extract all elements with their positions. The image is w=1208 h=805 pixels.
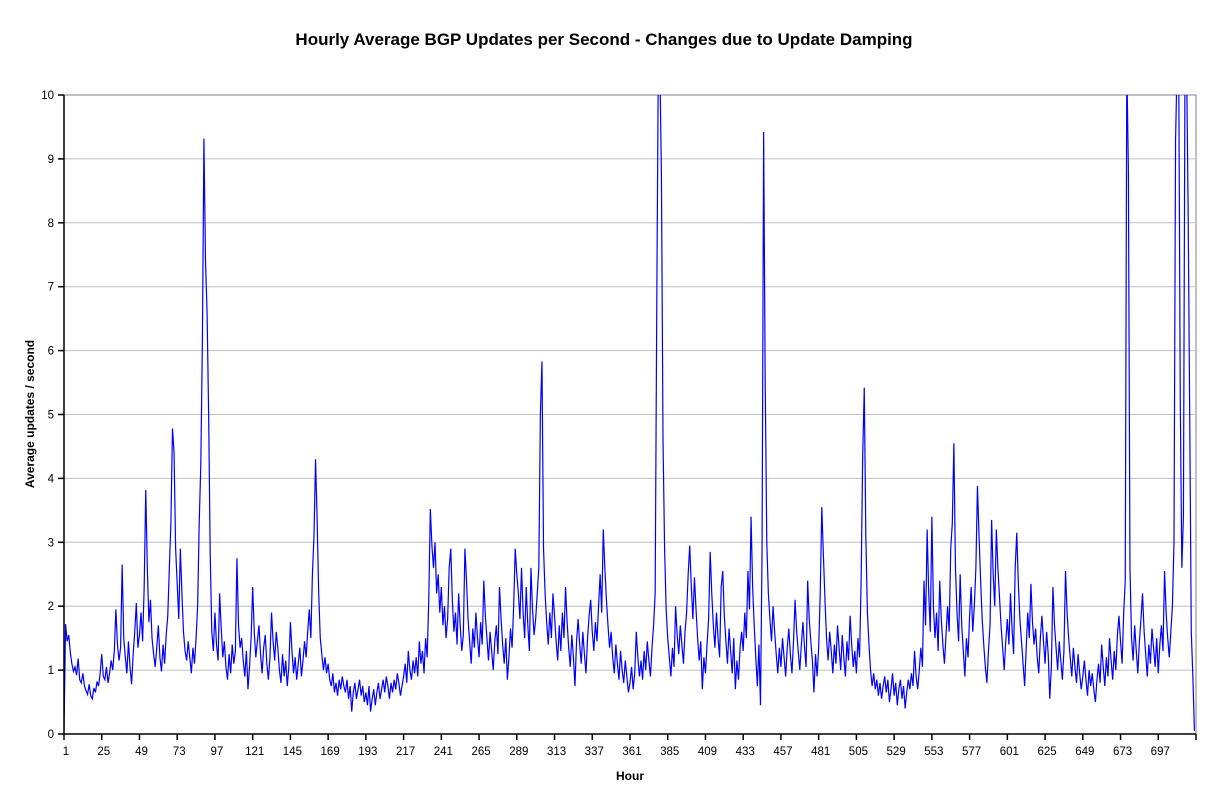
x-tick-label: 553 xyxy=(924,746,943,758)
y-tick-label: 3 xyxy=(48,537,54,549)
y-tick-label: 8 xyxy=(48,218,54,230)
x-tick-label: 193 xyxy=(358,746,377,758)
y-tick-label: 6 xyxy=(48,346,54,358)
x-tick-label: 169 xyxy=(321,746,340,758)
x-tick-label: 241 xyxy=(434,746,453,758)
x-tick-label: 625 xyxy=(1037,746,1056,758)
y-tick-label: 2 xyxy=(48,601,54,613)
x-tick-label: 1 xyxy=(63,746,69,758)
x-tick-label: 409 xyxy=(698,746,717,758)
y-tick-label: 7 xyxy=(48,282,54,294)
x-tick-label: 361 xyxy=(622,746,641,758)
x-tick-label: 385 xyxy=(660,746,679,758)
y-tick-label: 5 xyxy=(48,410,54,422)
x-tick-label: 121 xyxy=(245,746,264,758)
y-axis-title: Average updates / second xyxy=(23,339,37,489)
x-tick-label: 25 xyxy=(97,746,110,758)
x-tick-label: 73 xyxy=(173,746,186,758)
x-tick-label: 529 xyxy=(887,746,906,758)
x-tick-label: 145 xyxy=(283,746,302,758)
x-tick-label: 577 xyxy=(962,746,981,758)
y-tick-label: 4 xyxy=(48,473,55,485)
x-tick-label: 601 xyxy=(1000,746,1019,758)
x-tick-label: 481 xyxy=(811,746,830,758)
x-tick-label: 433 xyxy=(736,746,755,758)
x-axis-title: Hour xyxy=(616,769,644,783)
x-tick-label: 673 xyxy=(1113,746,1132,758)
x-tick-label: 217 xyxy=(396,746,415,758)
x-tick-label: 697 xyxy=(1151,746,1170,758)
y-tick-label: 0 xyxy=(48,729,54,741)
x-tick-label: 289 xyxy=(509,746,528,758)
x-tick-label: 313 xyxy=(547,746,566,758)
chart-title: Hourly Average BGP Updates per Second - … xyxy=(295,30,913,49)
y-tick-label: 1 xyxy=(48,665,54,677)
data-series-group xyxy=(64,95,1196,731)
x-tick-label: 505 xyxy=(849,746,868,758)
x-tick-label: 97 xyxy=(211,746,224,758)
data-line xyxy=(64,95,1196,731)
x-tick-label: 649 xyxy=(1075,746,1094,758)
y-tick-label: 10 xyxy=(41,90,54,102)
x-tick-label: 265 xyxy=(471,746,490,758)
x-tick-label: 337 xyxy=(585,746,604,758)
x-tick-label: 457 xyxy=(773,746,792,758)
x-tick-label: 49 xyxy=(135,746,148,758)
y-tick-label: 9 xyxy=(48,154,54,166)
